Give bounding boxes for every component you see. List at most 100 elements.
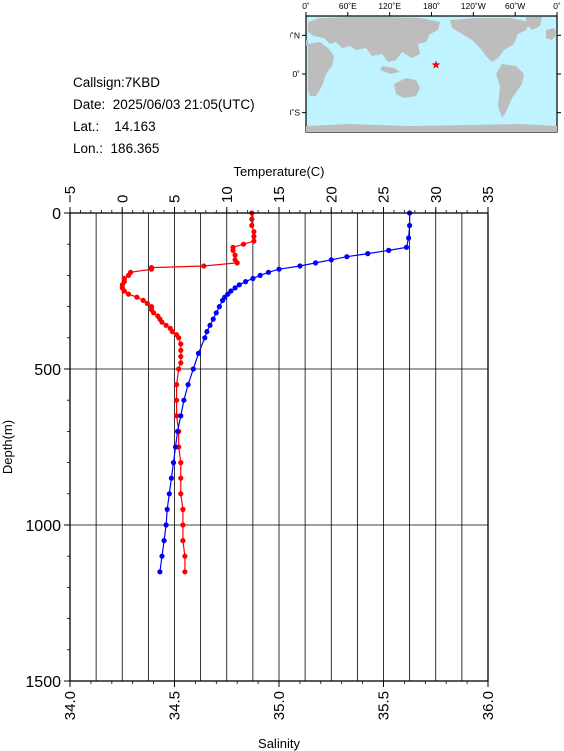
land-antarctica: [306, 124, 557, 132]
series-point-1: [250, 275, 256, 282]
lon-row: Lon.: 186.365: [73, 138, 255, 160]
series-point-0: [134, 294, 140, 300]
series-point-1: [386, 247, 392, 253]
series-point-1: [204, 329, 210, 335]
bottom-axis-label: Salinity: [258, 736, 300, 751]
series-point-0: [121, 288, 127, 294]
series-point-0: [119, 285, 125, 291]
series-point-1: [236, 282, 242, 288]
callsign-label: Callsign:: [73, 75, 125, 90]
series-point-1: [213, 310, 219, 316]
series-point-1: [220, 297, 226, 303]
series-point-0: [178, 460, 184, 466]
series-point-0: [182, 569, 188, 575]
top-tick-label: 15: [271, 186, 288, 203]
series-point-0: [240, 241, 247, 247]
y-axis-label: Depth(m): [0, 420, 15, 474]
series-point-1: [403, 244, 410, 250]
series-point-1: [407, 222, 413, 229]
series-point-1: [170, 460, 177, 466]
top-tick-label: 25: [376, 186, 393, 203]
series-point-0: [176, 366, 182, 372]
date-row: Date: 2025/06/03 21:05(UTC): [73, 94, 255, 116]
station-info: Callsign:7KBD Date: 2025/06/03 21:05(UTC…: [73, 72, 255, 160]
series-point-0: [169, 329, 175, 335]
series-point-1: [195, 350, 202, 356]
lon-value: 186.365: [110, 141, 160, 156]
series-point-0: [174, 382, 180, 388]
series-point-1: [207, 322, 213, 328]
land-eurasia: [308, 17, 440, 62]
land-indonesia: [380, 66, 400, 74]
series-point-1: [313, 260, 319, 266]
series-point-0: [176, 335, 182, 341]
series-point-1: [172, 444, 179, 450]
series-point-0: [232, 257, 238, 263]
series-point-0: [234, 260, 240, 266]
series-point-0: [174, 397, 180, 403]
series-point-0: [249, 222, 255, 229]
series-point-0: [178, 360, 184, 366]
callsign-row: Callsign:7KBD: [73, 72, 255, 94]
map-lat-tick-label: 60˚S: [290, 108, 300, 118]
series-point-0: [176, 428, 182, 434]
series-point-0: [121, 279, 127, 285]
series-point-1: [166, 491, 172, 497]
series-point-1: [276, 266, 282, 272]
series-point-0: [178, 353, 184, 360]
series-point-1: [159, 553, 165, 559]
series-point-0: [178, 475, 184, 481]
series-point-1: [407, 210, 413, 216]
series-point-0: [180, 538, 186, 544]
series-point-0: [251, 233, 257, 239]
series-point-1: [190, 366, 196, 372]
series-point-0: [178, 341, 184, 347]
series-point-1: [232, 285, 238, 291]
series-point-1: [344, 254, 350, 260]
map-lon-tick-label: 0˚: [553, 1, 561, 11]
series-point-1: [164, 506, 170, 512]
series-point-1: [225, 291, 231, 297]
series-point-0: [148, 307, 155, 313]
map-lat-tick-label: 0˚: [292, 69, 300, 79]
series-point-1: [406, 235, 412, 241]
land-europe-east: [546, 28, 557, 40]
land-australia: [394, 78, 420, 98]
series-point-0: [144, 300, 150, 307]
series-point-1: [163, 522, 169, 528]
land-north-america: [450, 18, 530, 62]
map-lon-tick-label: 60˚E: [339, 1, 357, 11]
bottom-tick-label: 36.0: [480, 691, 497, 720]
series-point-0: [178, 347, 184, 353]
series-point-1: [222, 294, 228, 300]
map-lon-tick-label: 0˚: [302, 1, 310, 11]
series-point-1: [297, 263, 303, 269]
lat-label: Lat.:: [73, 119, 100, 134]
series-point-0: [249, 210, 255, 216]
series-point-1: [328, 257, 334, 263]
series-point-0: [180, 522, 186, 528]
bottom-tick-label: 35.0: [271, 691, 288, 720]
series-point-1: [157, 569, 163, 575]
series-point-0: [148, 266, 155, 272]
series-point-0: [251, 238, 257, 244]
top-axis-label: Temperature(C): [233, 164, 324, 179]
depth-tick-label: 0: [52, 206, 61, 223]
series-point-0: [121, 275, 127, 282]
series-point-0: [232, 252, 238, 258]
series-point-0: [128, 269, 134, 275]
series-point-0: [159, 319, 165, 325]
series-point-0: [174, 413, 180, 419]
land-americas-west: [306, 40, 308, 46]
series-point-1: [210, 316, 216, 322]
lat-row: Lat.: 14.163: [73, 116, 255, 138]
series-point-0: [249, 216, 255, 222]
bottom-tick-label: 34.0: [62, 691, 79, 720]
series-point-0: [230, 247, 236, 253]
depth-tick-label: 1500: [25, 674, 61, 691]
series-point-1: [168, 475, 174, 481]
series-point-0: [155, 313, 161, 319]
series-point-0: [176, 444, 182, 450]
series-point-0: [182, 553, 188, 559]
